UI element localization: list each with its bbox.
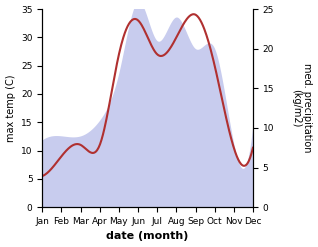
Y-axis label: med. precipitation
(kg/m2): med. precipitation (kg/m2) <box>291 63 313 153</box>
X-axis label: date (month): date (month) <box>107 231 189 242</box>
Y-axis label: max temp (C): max temp (C) <box>5 74 16 142</box>
